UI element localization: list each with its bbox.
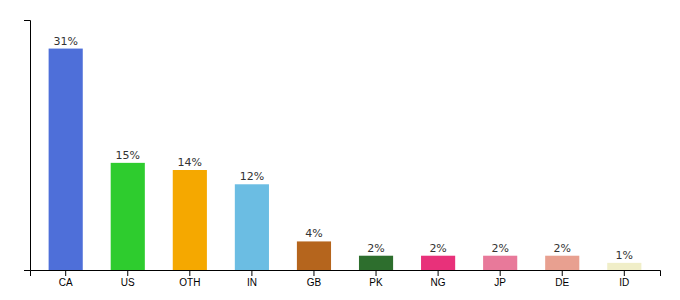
x-tick: DE xyxy=(555,270,569,288)
data-label: 2% xyxy=(491,242,508,255)
data-labels: 31% 15% 14% 12% 4% 2% 2% 2% 2% 1% xyxy=(53,35,633,262)
x-tick: ID xyxy=(619,270,629,288)
x-tick: JP xyxy=(494,270,506,288)
x-tick-mark xyxy=(376,270,377,276)
y-axis-line xyxy=(24,21,31,271)
x-tick-mark xyxy=(562,270,563,276)
x-tick-mark xyxy=(438,270,439,276)
data-label: 1% xyxy=(616,249,633,262)
x-tick-label: CA xyxy=(59,277,73,288)
data-label: 15% xyxy=(116,149,140,162)
bar xyxy=(49,49,83,270)
bar xyxy=(545,256,579,270)
x-tick-mark xyxy=(251,270,252,276)
x-tick-label: JP xyxy=(494,277,506,288)
data-label: 4% xyxy=(305,227,322,240)
x-tick: NG xyxy=(431,270,446,288)
x-tick-label: US xyxy=(121,277,135,288)
bar xyxy=(297,241,331,270)
data-label: 2% xyxy=(429,242,446,255)
x-tick-mark xyxy=(127,270,128,276)
x-tick: CA xyxy=(59,270,73,288)
bar xyxy=(111,163,145,270)
x-tick-mark xyxy=(624,270,625,276)
x-tick-label: DE xyxy=(555,277,569,288)
bar xyxy=(359,256,393,270)
x-tick-label: IN xyxy=(247,277,257,288)
x-tick-label: ID xyxy=(619,277,629,288)
x-tick: PK xyxy=(369,270,383,288)
x-tick: OTH xyxy=(179,270,200,288)
data-label: 14% xyxy=(178,156,202,169)
x-tick: US xyxy=(121,270,135,288)
x-tick-label: PK xyxy=(369,277,383,288)
x-axis: CA US OTH IN GB PK NG JP DE ID xyxy=(31,270,661,288)
x-tick-mark xyxy=(189,270,190,276)
bar xyxy=(173,170,207,270)
bar xyxy=(483,256,517,270)
plot: CA US OTH IN GB PK NG JP DE ID 31% 15% 14% 12% 4% 2% 2% 2… xyxy=(24,21,661,289)
x-tick-mark xyxy=(313,270,314,276)
data-label: 2% xyxy=(367,242,384,255)
x-tick-label: GB xyxy=(307,277,322,288)
data-label: 2% xyxy=(554,242,571,255)
bars xyxy=(49,49,642,270)
data-label: 31% xyxy=(53,35,77,48)
bar xyxy=(607,263,641,270)
bar xyxy=(235,184,269,270)
x-tick-mark xyxy=(500,270,501,276)
x-tick-label: NG xyxy=(431,277,446,288)
x-tick-label: OTH xyxy=(179,277,200,288)
x-axis-line xyxy=(31,271,661,277)
x-tick: IN xyxy=(247,270,257,288)
x-tick: GB xyxy=(307,270,322,288)
x-tick-mark xyxy=(65,270,66,276)
bar xyxy=(421,256,455,270)
data-label: 12% xyxy=(240,170,264,183)
chart: CA US OTH IN GB PK NG JP DE ID 31% 15% 14% 12% 4% 2% 2% 2… xyxy=(0,0,680,300)
y-axis xyxy=(24,21,31,271)
